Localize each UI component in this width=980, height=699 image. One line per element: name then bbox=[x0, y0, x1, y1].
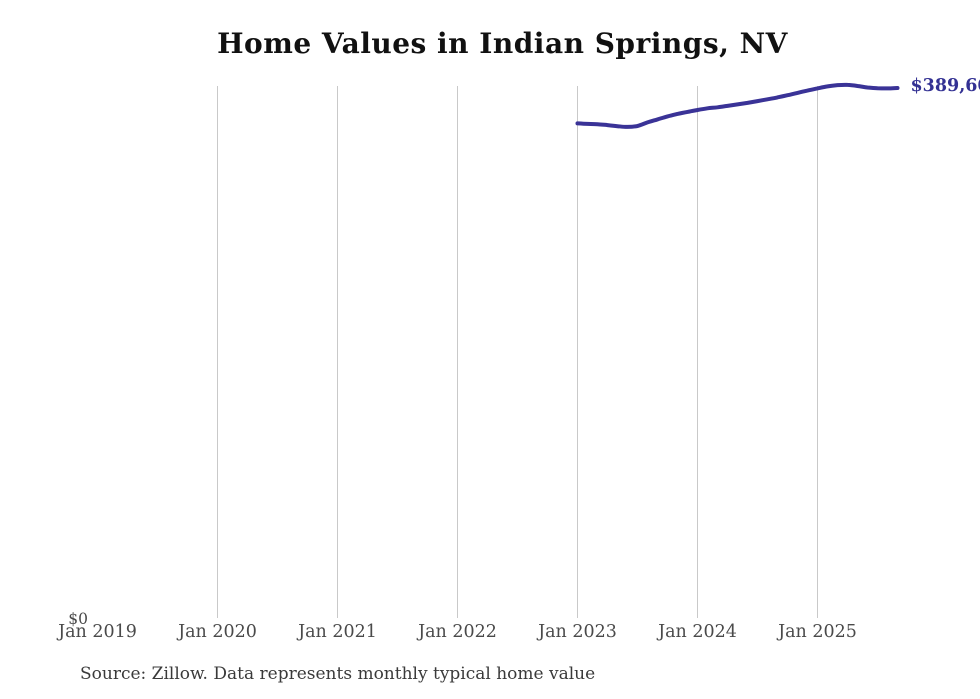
end-value-label: $389,600 bbox=[910, 76, 980, 96]
x-tick-label: Jan 2019 bbox=[58, 622, 137, 642]
chart-title: Home Values in Indian Springs, NV bbox=[217, 27, 788, 60]
x-tick-label: Jan 2023 bbox=[538, 622, 617, 642]
home-value-line bbox=[575, 82, 900, 129]
x-tick-label: Jan 2021 bbox=[298, 622, 377, 642]
y-axis-zero-label: $0 bbox=[68, 610, 88, 628]
source-note: Source: Zillow. Data represents monthly … bbox=[80, 664, 596, 684]
x-tick-label: Jan 2020 bbox=[178, 622, 257, 642]
x-tick-label: Jan 2022 bbox=[418, 622, 497, 642]
x-tick-label: Jan 2024 bbox=[658, 622, 737, 642]
x-tick-label: Jan 2025 bbox=[778, 622, 857, 642]
